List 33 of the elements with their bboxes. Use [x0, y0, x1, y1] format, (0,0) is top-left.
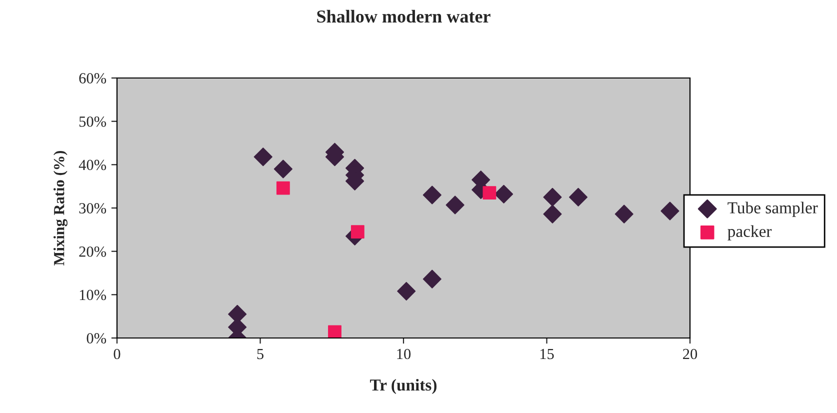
y-tick-label: 50%: [79, 116, 106, 127]
y-tick-label: 10%: [80, 290, 106, 300]
x-tick-label: 20: [683, 348, 698, 360]
x-tick-label: 10: [397, 348, 411, 360]
point: [350, 225, 364, 239]
point: [446, 196, 464, 214]
x-tick-label: 0: [114, 348, 120, 360]
y-tick-label: 40%: [78, 160, 106, 170]
point: [614, 204, 634, 224]
chart-title: Shallow modern water: [317, 10, 490, 23]
point: [254, 148, 272, 166]
point: [422, 270, 442, 288]
point: [543, 204, 562, 224]
point: [568, 188, 588, 206]
legend-label: Tube sampler: [728, 202, 818, 217]
y-tick-label: 60%: [79, 73, 106, 84]
point: [482, 186, 496, 200]
legend-label: packer: [728, 225, 772, 240]
point: [397, 282, 416, 300]
point: [422, 186, 442, 204]
y-tick-label: 20%: [79, 246, 106, 257]
x-tick-label: 15: [540, 348, 554, 360]
point: [660, 202, 680, 220]
x-axis-title: Tr (units): [370, 378, 436, 394]
y-tick-label: 30%: [79, 203, 106, 214]
point: [276, 181, 290, 195]
point: [328, 325, 342, 338]
point: [494, 184, 514, 204]
y-tick-label: 0%: [86, 333, 106, 344]
point: [543, 188, 562, 206]
y-axis-title: Mixing Ratio (%): [53, 150, 68, 266]
point: [274, 160, 292, 178]
x-tick-label: 5: [257, 349, 264, 360]
